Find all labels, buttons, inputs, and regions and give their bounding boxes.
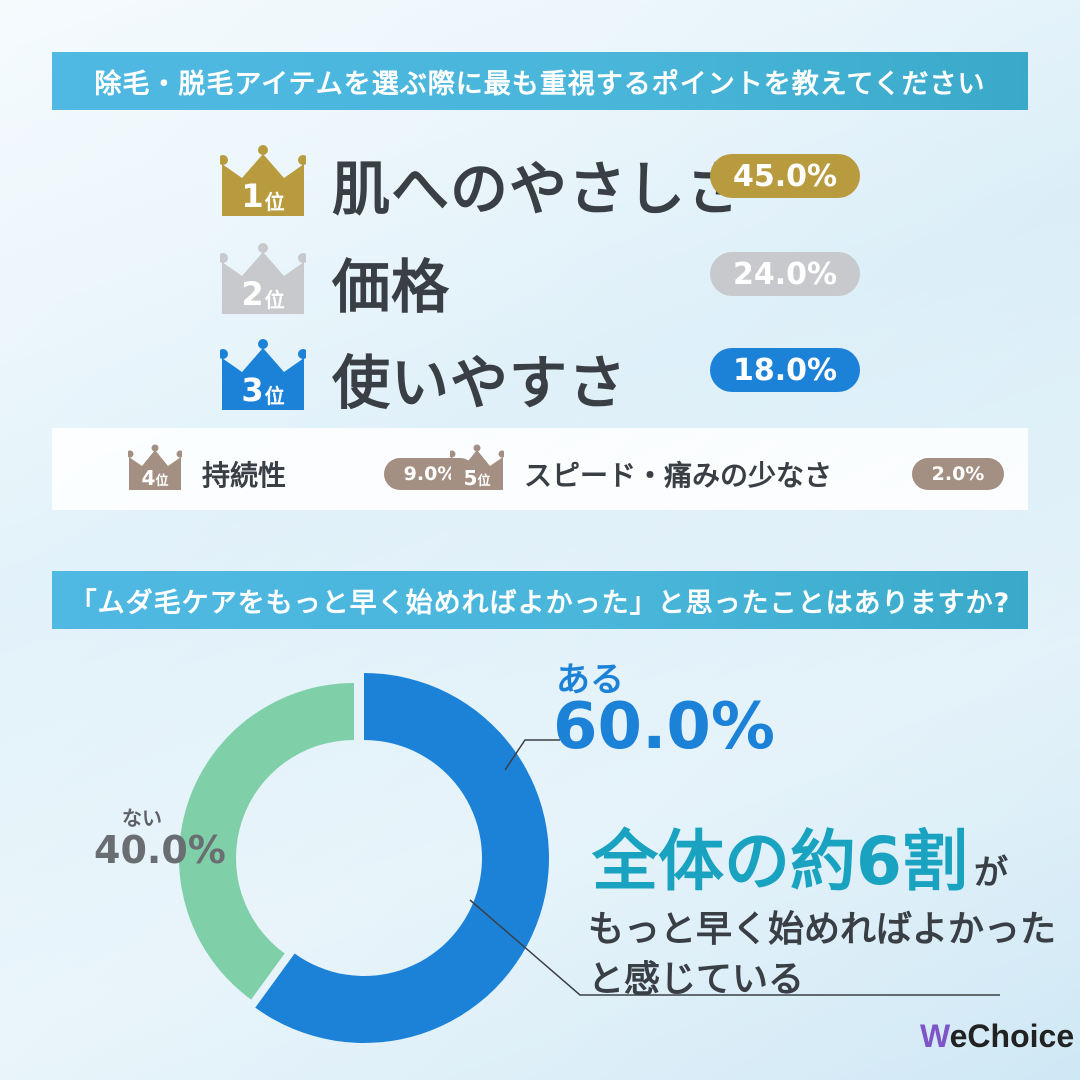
percent-badge: 24.0% bbox=[710, 252, 860, 296]
rank-number: 1 bbox=[241, 177, 264, 215]
headline-main: 全体の約6割 bbox=[592, 823, 968, 900]
rank-suffix: 位 bbox=[264, 384, 285, 408]
rank-suffix: 位 bbox=[264, 190, 285, 214]
question-1-banner: 除毛・脱毛アイテムを選ぶ際に最も重視するポイントを教えてください bbox=[52, 52, 1028, 110]
donut-chart bbox=[179, 673, 1000, 1043]
question-2-banner: 「ムダ毛ケアをもっと早く始めればよかった」と思ったことはありますか? bbox=[52, 571, 1028, 629]
percent-badge: 2.0% bbox=[912, 458, 1004, 490]
headline-sub-line-1: もっと早く始めればよかった bbox=[588, 909, 1057, 950]
rank-suffix: 位 bbox=[264, 288, 285, 312]
rank-label: 価格 bbox=[332, 253, 451, 321]
no-percent: 40.0% bbox=[94, 828, 226, 872]
rank-number: 3 bbox=[241, 371, 264, 409]
rank-suffix: 位 bbox=[155, 474, 169, 489]
rank-label: 持続性 bbox=[202, 459, 287, 492]
rank-label: スピード・痛みの少なさ bbox=[524, 459, 833, 492]
donut-slice-yes bbox=[255, 673, 549, 1043]
rank-number: 5 bbox=[463, 466, 478, 490]
donut-slice-no bbox=[179, 682, 354, 1000]
headline-leader-line bbox=[469, 899, 1000, 996]
rank-number: 2 bbox=[241, 275, 264, 313]
rank-suffix: 位 bbox=[477, 474, 491, 489]
wechoice-logo: WeChoice bbox=[920, 1018, 1075, 1054]
yes-percent: 60.0% bbox=[553, 690, 776, 764]
rank-number: 4 bbox=[141, 466, 156, 490]
headline-sub-line-2: と感じている bbox=[588, 959, 805, 1000]
headline: 全体の約6割が bbox=[592, 808, 1008, 904]
yes-label: ある bbox=[556, 660, 624, 700]
rank-label: 使いやすさ bbox=[332, 349, 628, 417]
no-label: ない bbox=[122, 806, 162, 830]
percent-badge: 18.0% bbox=[710, 348, 860, 392]
yes-leader-line bbox=[504, 739, 560, 771]
headline-suffix: が bbox=[973, 853, 1008, 893]
rank-label: 肌へのやさしさ bbox=[332, 155, 746, 223]
percent-badge: 45.0% bbox=[710, 154, 860, 198]
